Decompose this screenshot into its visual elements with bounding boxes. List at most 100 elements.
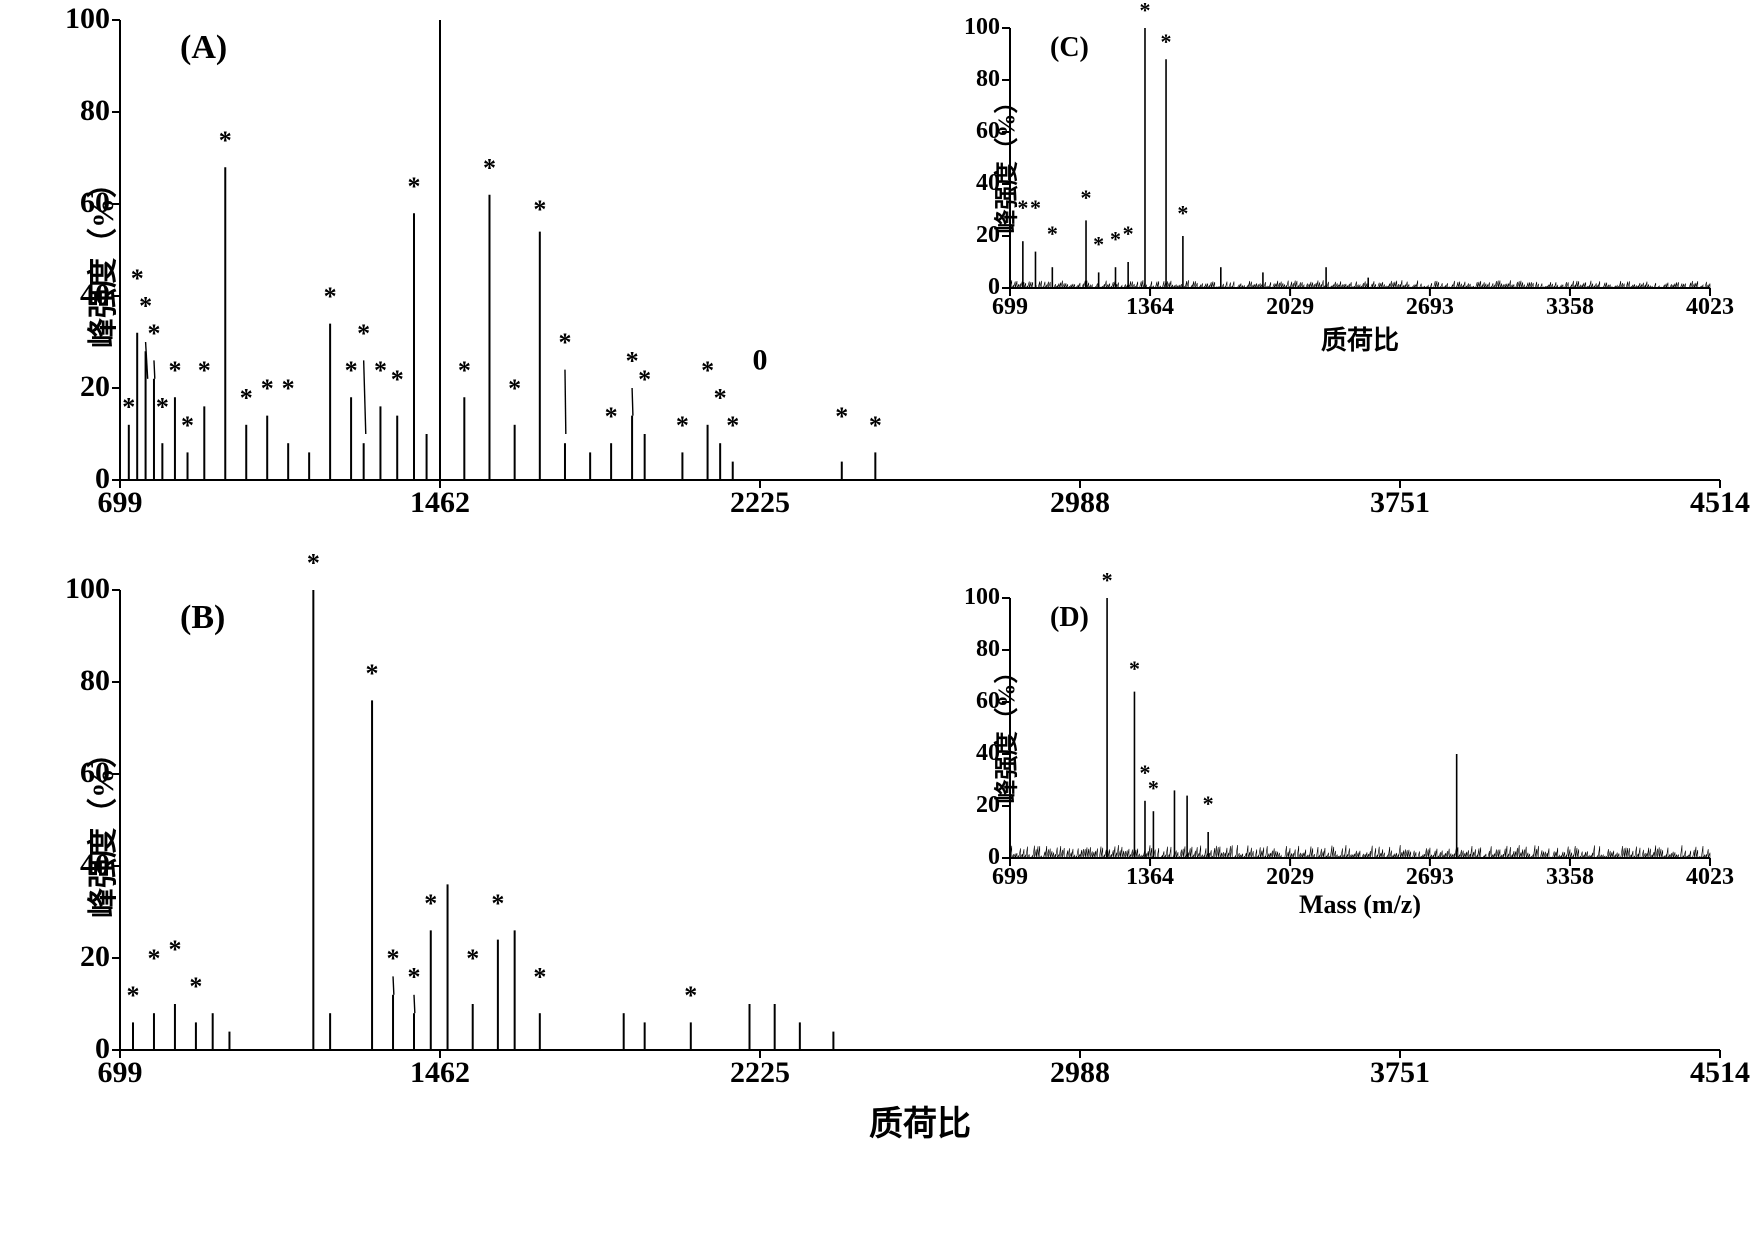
peak-star: *: [458, 356, 471, 385]
peak-star: *: [189, 972, 202, 1001]
peak-star: *: [139, 291, 152, 320]
x-tick-label: 1364: [1100, 864, 1200, 891]
x-tick-label: 699: [960, 864, 1060, 891]
x-tick-label: 1462: [390, 1056, 490, 1090]
panel-letter-A: (A): [180, 29, 227, 66]
x-tick-label: 2029: [1240, 294, 1340, 321]
peak-star: *: [638, 365, 651, 394]
x-tick-label: 699: [960, 294, 1060, 321]
peak-star: *: [391, 365, 404, 394]
x-tick-label: 2988: [1030, 1056, 1130, 1090]
peak-star: *: [1110, 226, 1121, 251]
peak-star: *: [1139, 0, 1150, 23]
peak-star: *: [1203, 791, 1214, 816]
peak-star: *: [701, 356, 714, 385]
peak-star: *: [626, 347, 639, 376]
panel-C: **********(C)020406080100699136420292693…: [1010, 28, 1710, 388]
peak-star: *: [869, 411, 882, 440]
peak-star: *: [424, 889, 437, 918]
peak-star: *: [508, 374, 521, 403]
y-tick-label: 100: [50, 572, 110, 606]
x-tick-label: 4514: [1670, 486, 1764, 520]
peak-star: *: [240, 383, 253, 412]
peak-star: *: [366, 659, 379, 688]
x-tick-label: 1462: [390, 486, 490, 520]
peak-star: *: [147, 944, 160, 973]
x-axis-label-C: 质荷比: [1010, 320, 1710, 357]
y-tick-label: 20: [50, 940, 110, 974]
peak-star: *: [345, 356, 358, 385]
peak-star: *: [156, 393, 169, 422]
x-tick-label: 3358: [1520, 294, 1620, 321]
peak-star: *: [198, 356, 211, 385]
noise-baseline: [1010, 845, 1710, 858]
x-tick-label: 3358: [1520, 864, 1620, 891]
peak-star: *: [147, 319, 160, 348]
y-tick-label: 80: [50, 94, 110, 128]
peak-star: *: [374, 356, 387, 385]
peak-star: *: [168, 935, 181, 964]
peak-star: *: [181, 411, 194, 440]
peak-star: *: [407, 172, 420, 201]
peak-star: *: [466, 944, 479, 973]
y-axis-label-B: 峰强度（%）: [78, 738, 122, 918]
y-tick-label: 80: [50, 664, 110, 698]
peak-star: *: [219, 126, 232, 155]
peak-star: *: [1047, 221, 1058, 246]
peak-star: *: [1123, 221, 1134, 246]
peak-star: *: [282, 374, 295, 403]
peak-star: *: [127, 981, 140, 1010]
x-tick-label: 4023: [1660, 864, 1760, 891]
peak-star: *: [483, 153, 496, 182]
peak-star: *: [533, 195, 546, 224]
peak-star: *: [407, 963, 420, 992]
panel-letter-D: (D): [1050, 602, 1089, 633]
peak-star: *: [1129, 656, 1140, 681]
peak-star: *: [533, 963, 546, 992]
peak-star: *: [307, 549, 320, 578]
peak-star: *: [605, 402, 618, 431]
peak-star: *: [726, 411, 739, 440]
leader-line: [364, 360, 366, 434]
x-tick-label: 2225: [710, 486, 810, 520]
peak-star: *: [1161, 29, 1172, 54]
x-tick-label: 3751: [1350, 486, 1450, 520]
leader-line: [154, 360, 155, 378]
peak-star: *: [122, 393, 135, 422]
leader-line: [393, 976, 394, 994]
x-tick-label: 2225: [710, 1056, 810, 1090]
x-tick-label: 1364: [1100, 294, 1200, 321]
peak-star: *: [324, 282, 337, 311]
y-tick-label: 20: [50, 370, 110, 404]
panel-letter-C: (C): [1050, 32, 1089, 63]
peak-star: *: [1177, 200, 1188, 225]
peak-star: *: [684, 981, 697, 1010]
y-axis-label-C: 峰强度（%）: [987, 90, 1022, 234]
peak-star: *: [558, 328, 571, 357]
leader-line: [414, 995, 415, 1013]
panel-letter-B: (B): [180, 599, 225, 636]
peak-star: *: [1102, 568, 1113, 593]
peak-star: *: [714, 383, 727, 412]
peak-star: *: [1081, 185, 1092, 210]
x-tick-label: 2029: [1240, 864, 1340, 891]
x-tick-label: 2693: [1380, 864, 1480, 891]
peak-star: *: [131, 264, 144, 293]
peak-star: *: [835, 402, 848, 431]
leader-line: [565, 370, 566, 434]
x-tick-label: 699: [70, 1056, 170, 1090]
stray-zero-label: 0: [753, 344, 768, 377]
panel-D: *****(D)02040608010069913642029269333584…: [1010, 598, 1710, 958]
x-tick-label: 2988: [1030, 486, 1130, 520]
peak-star: *: [357, 319, 370, 348]
peak-star: *: [1148, 776, 1159, 801]
y-tick-label: 100: [940, 584, 1000, 611]
peak-star: *: [261, 374, 274, 403]
y-tick-label: 100: [50, 2, 110, 36]
peak-star: *: [387, 944, 400, 973]
x-tick-label: 2693: [1380, 294, 1480, 321]
peak-star: *: [434, 0, 447, 8]
x-tick-label: 4023: [1660, 294, 1760, 321]
peak-star: *: [491, 889, 504, 918]
x-axis-label-D: Mass (m/z): [1010, 890, 1710, 920]
